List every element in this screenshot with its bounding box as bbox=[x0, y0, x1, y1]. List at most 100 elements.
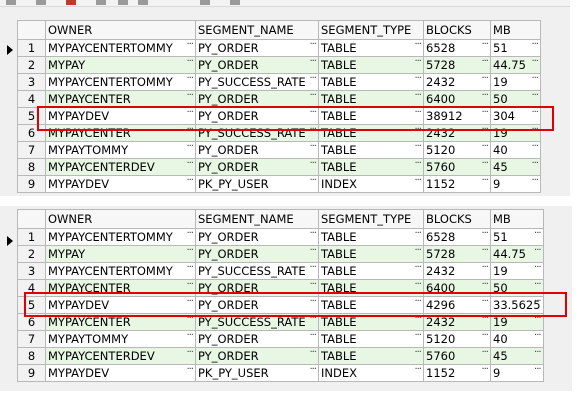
row-number-cell[interactable]: 5 bbox=[17, 107, 46, 125]
ellipsis-icon[interactable]: ··· bbox=[309, 279, 316, 291]
ellipsis-icon[interactable]: ··· bbox=[414, 228, 421, 240]
row-number-cell[interactable]: 2 bbox=[17, 245, 46, 263]
ellipsis-icon[interactable]: ··· bbox=[309, 158, 316, 170]
column-header-segment-name[interactable]: SEGMENT_NAME bbox=[195, 209, 319, 229]
ellipsis-icon[interactable]: ··· bbox=[309, 313, 316, 325]
table-row[interactable]: 9 MYPAYDEV ··· PK_PY_USER ··· INDEX ··· 1152 ···… bbox=[17, 364, 544, 382]
ellipsis-icon[interactable]: ··· bbox=[531, 158, 538, 170]
ellipsis-icon[interactable]: ··· bbox=[309, 262, 316, 274]
toolbar-button-icon[interactable] bbox=[6, 0, 16, 5]
cell-owner[interactable]: MYPAYTOMMY ··· bbox=[45, 141, 196, 159]
ellipsis-icon[interactable]: ··· bbox=[414, 73, 421, 85]
column-header-blocks[interactable]: BLOCKS bbox=[423, 20, 491, 40]
ellipsis-icon[interactable]: ··· bbox=[481, 364, 488, 376]
ellipsis-icon[interactable]: ··· bbox=[186, 56, 193, 68]
ellipsis-icon[interactable]: ··· bbox=[481, 330, 488, 342]
table-row[interactable]: 6 MYPAYCENTER ··· PY_SUCCESS_RATE ··· TABLE ··… bbox=[17, 313, 544, 331]
cell-segment-type[interactable]: TABLE ··· bbox=[318, 107, 424, 125]
column-header-owner[interactable]: OWNER bbox=[45, 20, 196, 40]
ellipsis-icon[interactable]: ··· bbox=[534, 364, 541, 376]
ellipsis-icon[interactable]: ··· bbox=[414, 141, 421, 153]
cell-segment-name[interactable]: PY_ORDER ··· bbox=[195, 56, 319, 74]
cell-blocks[interactable]: 6400 ··· bbox=[423, 279, 491, 297]
cell-mb[interactable]: 45 ··· bbox=[490, 347, 544, 365]
table-row[interactable]: 6 MYPAYCENTER ··· PY_SUCCESS_RATE ··· TABLE ··… bbox=[17, 124, 541, 142]
table-row[interactable]: 7 MYPAYTOMMY ··· PY_ORDER ··· TABLE ··· 5120 ···… bbox=[17, 141, 541, 159]
ellipsis-icon[interactable]: ··· bbox=[531, 141, 538, 153]
cell-owner[interactable]: MYPAYDEV ··· bbox=[45, 364, 196, 382]
ellipsis-icon[interactable]: ··· bbox=[309, 245, 316, 257]
ellipsis-icon[interactable]: ··· bbox=[534, 330, 541, 342]
ellipsis-icon[interactable]: ··· bbox=[309, 90, 316, 102]
table-row[interactable]: 5 MYPAYDEV ··· PY_ORDER ··· TABLE ··· 4296 ··· 33… bbox=[17, 296, 544, 314]
ellipsis-icon[interactable]: ··· bbox=[414, 39, 421, 51]
row-number-cell[interactable]: 4 bbox=[17, 90, 46, 108]
ellipsis-icon[interactable]: ··· bbox=[414, 124, 421, 136]
table-row[interactable]: 8 MYPAYCENTERDEV ··· PY_ORDER ··· TABLE ··· 576… bbox=[17, 347, 544, 365]
row-number-cell[interactable]: 1 bbox=[17, 39, 46, 57]
ellipsis-icon[interactable]: ··· bbox=[481, 228, 488, 240]
table-row[interactable]: 1 MYPAYCENTERTOMMY ··· PY_ORDER ··· TABLE ··· 6… bbox=[17, 228, 544, 246]
row-number-cell[interactable]: 4 bbox=[17, 279, 46, 297]
cell-owner[interactable]: MYPAYCENTERTOMMY ··· bbox=[45, 262, 196, 280]
cell-mb[interactable]: 9 ··· bbox=[490, 175, 541, 193]
cell-segment-type[interactable]: INDEX ··· bbox=[318, 364, 424, 382]
cell-segment-name[interactable]: PY_ORDER ··· bbox=[195, 296, 319, 314]
column-header-segment-type[interactable]: SEGMENT_TYPE bbox=[318, 209, 424, 229]
cell-owner[interactable]: MYPAYCENTER ··· bbox=[45, 313, 196, 331]
cell-mb[interactable]: 45 ··· bbox=[490, 158, 541, 176]
cell-segment-name[interactable]: PY_ORDER ··· bbox=[195, 279, 319, 297]
ellipsis-icon[interactable]: ··· bbox=[309, 73, 316, 85]
cell-segment-type[interactable]: TABLE ··· bbox=[318, 228, 424, 246]
cell-mb[interactable]: 44.75 ··· bbox=[490, 56, 541, 74]
result-grid[interactable]: OWNER SEGMENT_NAME SEGMENT_TYPE BLOCKS M… bbox=[7, 20, 541, 193]
cell-segment-type[interactable]: TABLE ··· bbox=[318, 90, 424, 108]
cell-segment-type[interactable]: TABLE ··· bbox=[318, 158, 424, 176]
ellipsis-icon[interactable]: ··· bbox=[531, 73, 538, 85]
ellipsis-icon[interactable]: ··· bbox=[186, 175, 193, 187]
table-row[interactable]: 4 MYPAYCENTER ··· PY_ORDER ··· TABLE ··· 6400 ··… bbox=[17, 279, 544, 297]
table-row[interactable]: 7 MYPAYTOMMY ··· PY_ORDER ··· TABLE ··· 5120 ···… bbox=[17, 330, 544, 348]
ellipsis-icon[interactable]: ··· bbox=[186, 73, 193, 85]
ellipsis-icon[interactable]: ··· bbox=[481, 175, 488, 187]
cell-segment-type[interactable]: TABLE ··· bbox=[318, 347, 424, 365]
cell-blocks[interactable]: 2432 ··· bbox=[423, 262, 491, 280]
ellipsis-icon[interactable]: ··· bbox=[186, 141, 193, 153]
result-grid[interactable]: OWNER SEGMENT_NAME SEGMENT_TYPE BLOCKS M… bbox=[7, 209, 544, 382]
ellipsis-icon[interactable]: ··· bbox=[481, 245, 488, 257]
ellipsis-icon[interactable]: ··· bbox=[531, 90, 538, 102]
ellipsis-icon[interactable]: ··· bbox=[186, 228, 193, 240]
cell-mb[interactable]: 19 ··· bbox=[490, 73, 541, 91]
ellipsis-icon[interactable]: ··· bbox=[414, 90, 421, 102]
ellipsis-icon[interactable]: ··· bbox=[534, 279, 541, 291]
ellipsis-icon[interactable]: ··· bbox=[186, 279, 193, 291]
cell-segment-name[interactable]: PY_SUCCESS_RATE ··· bbox=[195, 313, 319, 331]
ellipsis-icon[interactable]: ··· bbox=[531, 124, 538, 136]
ellipsis-icon[interactable]: ··· bbox=[186, 245, 193, 257]
cell-blocks[interactable]: 2432 ··· bbox=[423, 313, 491, 331]
ellipsis-icon[interactable]: ··· bbox=[414, 313, 421, 325]
ellipsis-icon[interactable]: ··· bbox=[481, 73, 488, 85]
ellipsis-icon[interactable]: ··· bbox=[481, 39, 488, 51]
corner-cell[interactable] bbox=[17, 20, 46, 40]
cell-segment-type[interactable]: TABLE ··· bbox=[318, 245, 424, 263]
table-row[interactable]: 8 MYPAYCENTERDEV ··· PY_ORDER ··· TABLE ··· 576… bbox=[17, 158, 541, 176]
ellipsis-icon[interactable]: ··· bbox=[481, 279, 488, 291]
cell-segment-name[interactable]: PY_ORDER ··· bbox=[195, 141, 319, 159]
cell-segment-name[interactable]: PY_ORDER ··· bbox=[195, 245, 319, 263]
row-number-cell[interactable]: 9 bbox=[17, 364, 46, 382]
row-number-cell[interactable]: 8 bbox=[17, 347, 46, 365]
cell-mb[interactable]: 51 ··· bbox=[490, 228, 544, 246]
cell-blocks[interactable]: 6400 ··· bbox=[423, 90, 491, 108]
ellipsis-icon[interactable]: ··· bbox=[309, 228, 316, 240]
toolbar-button-icon[interactable] bbox=[66, 0, 76, 5]
cell-segment-type[interactable]: TABLE ··· bbox=[318, 141, 424, 159]
ellipsis-icon[interactable]: ··· bbox=[414, 364, 421, 376]
cell-mb[interactable]: 19 ··· bbox=[490, 313, 544, 331]
table-row[interactable]: 2 MYPAY ··· PY_ORDER ··· TABLE ··· 5728 ··· 44.75… bbox=[17, 56, 541, 74]
cell-mb[interactable]: 51 ··· bbox=[490, 39, 541, 57]
ellipsis-icon[interactable]: ··· bbox=[534, 262, 541, 274]
cell-mb[interactable]: 304 ··· bbox=[490, 107, 541, 125]
ellipsis-icon[interactable]: ··· bbox=[481, 347, 488, 359]
cell-owner[interactable]: MYPAYCENTER ··· bbox=[45, 124, 196, 142]
